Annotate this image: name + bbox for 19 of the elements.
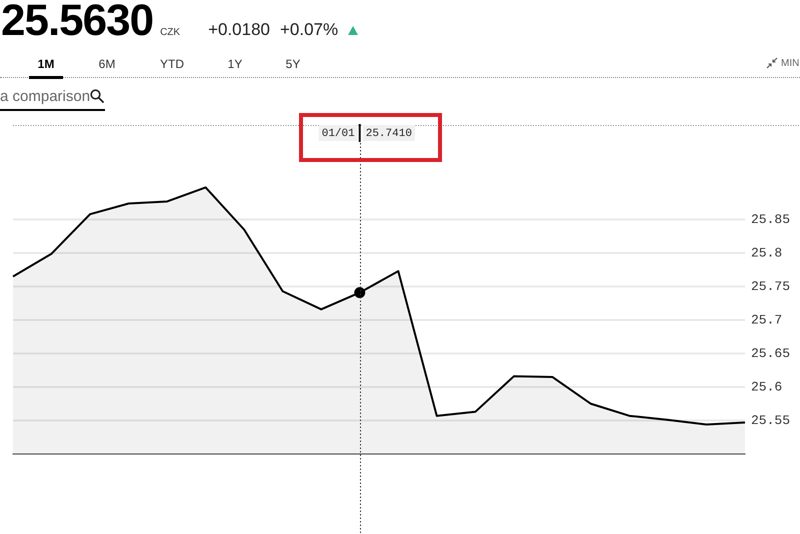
chart-subtitle: CZK: [160, 27, 180, 38]
text: 5Y: [284, 57, 302, 73]
text: 1Y: [226, 57, 244, 73]
text: 6M: [98, 57, 116, 73]
text: +0.0180: [208, 20, 270, 40]
chart-title: 25.5630: [1, 0, 154, 45]
y-tick-label: 25.6: [750, 379, 782, 394]
text: YTD: [159, 57, 185, 73]
annotation: 01/01 25.7410: [322, 128, 412, 140]
y-tick-label: 25.75: [750, 278, 790, 294]
y-tick-label: 25.85: [750, 212, 790, 228]
text: +0.07%: [280, 20, 338, 40]
y-tick-label: 25.8: [750, 246, 782, 260]
search-field: a comparison: [0, 84, 105, 111]
y-tick-label: 25.55: [750, 412, 790, 428]
text: 1M: [29, 57, 63, 79]
y-tick-label: 25.7: [750, 312, 782, 328]
text: MINI: [781, 58, 800, 70]
y-tick-label: 25.65: [750, 346, 790, 361]
